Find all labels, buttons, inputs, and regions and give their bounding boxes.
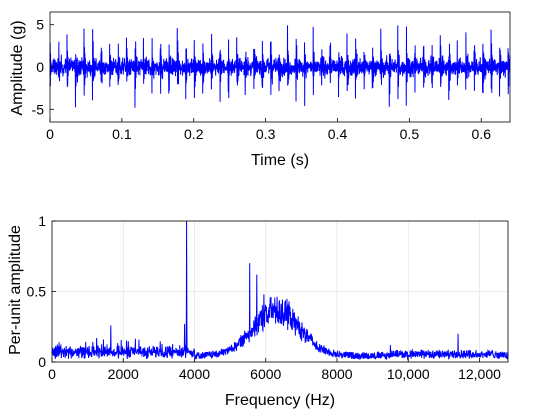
time-x-tick-label: 0.2 [184,126,204,142]
time-y-tick-label: 0 [36,59,44,75]
time-x-tick-label: 0 [46,126,54,142]
spectrum-x-tick-label: 8000 [321,366,352,382]
spectrum-x-tick-label: 4000 [179,366,210,382]
time-y-tick-label: 5 [36,17,44,33]
spectrum-y-tick-label: 1 [38,213,46,229]
time-y-tick-label: -5 [32,101,45,117]
time-signal-chart: 0 0.1 0.2 0.3 0.4 0.5 0.6-505 Time (s) Amplitu… [9,11,511,169]
spectrum-x-tick-label: 2000 [108,366,139,382]
spectrum-x-tick-label: 10,000 [387,366,430,382]
spectrum-x-tick-label: 0 [48,366,56,382]
spectrum-grid [51,220,508,363]
spectrum-y-tick-label: 0.5 [27,284,47,300]
time-x-tick-label: 0.6 [472,126,492,142]
spectrum-x-axis-label: Frequency (Hz) [225,392,335,409]
time-y-axis-label: Amplitude (g) [9,20,26,115]
spectrum-chart: 0 2000 4000 6000 8000 10,000 12,000 0 0.5 1 Frequ… [7,213,509,409]
time-x-tick-label: 0.4 [328,126,348,142]
spectrum-y-tick-label: 0 [38,354,46,370]
spectrum-line [51,220,509,361]
spectrum-x-tick-label: 6000 [250,366,281,382]
spectrum-trace [51,220,509,361]
time-signal-trace [49,25,511,108]
time-x-tick-label: 0.3 [256,126,276,142]
time-x-tick-label: 0.1 [112,126,132,142]
time-x-tick-label: 0.5 [400,126,420,142]
spectrum-y-axis-label: Per-unit amplitude [7,225,24,355]
time-x-axis-label: Time (s) [251,152,309,169]
spectrum-x-tick-label: 12,000 [458,366,501,382]
time-signal-line [49,25,511,108]
